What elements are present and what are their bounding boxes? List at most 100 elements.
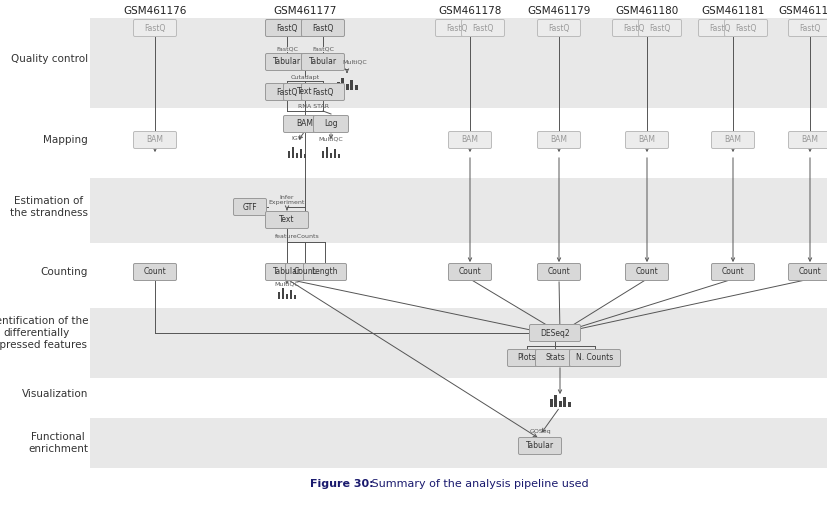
Text: GSM461179: GSM461179 xyxy=(528,6,590,16)
FancyBboxPatch shape xyxy=(265,83,308,100)
Text: GSM461180: GSM461180 xyxy=(615,6,679,16)
Text: Infer
Experiment: Infer Experiment xyxy=(269,194,305,206)
Bar xyxy=(90,418,827,468)
Bar xyxy=(282,288,284,299)
Text: BAM: BAM xyxy=(801,135,819,144)
Bar xyxy=(90,308,827,378)
Text: Cutadapt: Cutadapt xyxy=(290,76,319,80)
FancyBboxPatch shape xyxy=(265,212,308,228)
Bar xyxy=(295,153,299,158)
Bar xyxy=(90,108,827,178)
Text: Count: Count xyxy=(799,268,821,277)
Text: Functional
enrichment: Functional enrichment xyxy=(28,432,88,454)
Text: Count: Count xyxy=(294,268,317,277)
Text: IGV: IGV xyxy=(291,136,303,141)
Text: MultiQC: MultiQC xyxy=(318,136,343,141)
Bar xyxy=(350,80,353,90)
Bar xyxy=(346,84,348,90)
Bar xyxy=(294,294,296,299)
Text: Count: Count xyxy=(144,268,166,277)
Text: Summary of the analysis pipeline used: Summary of the analysis pipeline used xyxy=(368,479,589,489)
FancyBboxPatch shape xyxy=(788,264,827,280)
Text: Tabular: Tabular xyxy=(273,58,301,67)
FancyBboxPatch shape xyxy=(133,264,176,280)
Text: GSM461177: GSM461177 xyxy=(273,6,337,16)
Bar xyxy=(355,85,357,90)
Bar xyxy=(285,293,289,299)
Text: Counting: Counting xyxy=(41,267,88,277)
Bar xyxy=(567,402,571,407)
Text: Figure 30:: Figure 30: xyxy=(310,479,374,489)
FancyBboxPatch shape xyxy=(613,20,656,36)
Text: GSM461178: GSM461178 xyxy=(438,6,502,16)
FancyBboxPatch shape xyxy=(313,116,348,132)
Bar xyxy=(326,147,328,158)
Text: Count: Count xyxy=(722,268,744,277)
FancyBboxPatch shape xyxy=(302,20,345,36)
Text: FastQC: FastQC xyxy=(312,46,334,52)
FancyBboxPatch shape xyxy=(519,437,562,454)
Text: MultiQC: MultiQC xyxy=(342,60,367,65)
Bar xyxy=(558,401,562,407)
FancyBboxPatch shape xyxy=(265,54,308,71)
FancyBboxPatch shape xyxy=(625,131,668,148)
Text: Stats: Stats xyxy=(545,354,565,363)
Text: GSM461181: GSM461181 xyxy=(701,6,765,16)
Text: BAM: BAM xyxy=(146,135,164,144)
Bar xyxy=(288,151,290,158)
Text: GSM461176: GSM461176 xyxy=(123,6,187,16)
Bar xyxy=(90,178,827,243)
Text: Text: Text xyxy=(297,87,313,96)
Text: Count: Count xyxy=(459,268,481,277)
Bar xyxy=(341,78,344,90)
FancyBboxPatch shape xyxy=(284,83,327,100)
Bar xyxy=(304,154,307,158)
Bar xyxy=(90,378,827,418)
FancyBboxPatch shape xyxy=(625,264,668,280)
Bar xyxy=(554,395,557,407)
Text: RNA STAR: RNA STAR xyxy=(298,105,328,110)
Text: Mapping: Mapping xyxy=(43,135,88,145)
Text: Log: Log xyxy=(324,120,337,128)
FancyBboxPatch shape xyxy=(133,131,176,148)
FancyBboxPatch shape xyxy=(461,20,504,36)
Text: GSM461182: GSM461182 xyxy=(778,6,827,16)
Text: Tabular: Tabular xyxy=(273,268,301,277)
FancyBboxPatch shape xyxy=(638,20,681,36)
Text: BAM: BAM xyxy=(297,120,313,128)
Text: MultiQC: MultiQC xyxy=(275,281,299,286)
Text: Length: Length xyxy=(312,268,338,277)
Text: FastQ: FastQ xyxy=(313,24,333,32)
Text: FastQC: FastQC xyxy=(276,46,298,52)
Text: Plots: Plots xyxy=(518,354,537,363)
Bar xyxy=(299,149,303,158)
FancyBboxPatch shape xyxy=(724,20,767,36)
Bar xyxy=(278,292,280,299)
Bar xyxy=(292,147,294,158)
FancyBboxPatch shape xyxy=(529,325,581,341)
FancyBboxPatch shape xyxy=(302,54,345,71)
FancyBboxPatch shape xyxy=(302,83,345,100)
Bar xyxy=(322,151,324,158)
Bar xyxy=(289,290,293,299)
FancyBboxPatch shape xyxy=(436,20,479,36)
FancyBboxPatch shape xyxy=(538,131,581,148)
Text: Estimation of
the strandness: Estimation of the strandness xyxy=(10,196,88,218)
FancyBboxPatch shape xyxy=(536,349,575,367)
FancyBboxPatch shape xyxy=(285,264,324,280)
Text: GOSeq: GOSeq xyxy=(529,429,551,434)
Bar xyxy=(334,149,337,158)
FancyBboxPatch shape xyxy=(788,20,827,36)
Text: BAM: BAM xyxy=(551,135,567,144)
FancyBboxPatch shape xyxy=(570,349,620,367)
Text: GTF: GTF xyxy=(242,203,257,212)
FancyBboxPatch shape xyxy=(538,20,581,36)
FancyBboxPatch shape xyxy=(711,264,754,280)
FancyBboxPatch shape xyxy=(284,116,327,132)
Text: BAM: BAM xyxy=(638,135,656,144)
Text: FastQ: FastQ xyxy=(735,24,757,32)
FancyBboxPatch shape xyxy=(448,264,491,280)
Text: FastQ: FastQ xyxy=(472,24,494,32)
FancyBboxPatch shape xyxy=(304,264,347,280)
FancyBboxPatch shape xyxy=(699,20,742,36)
